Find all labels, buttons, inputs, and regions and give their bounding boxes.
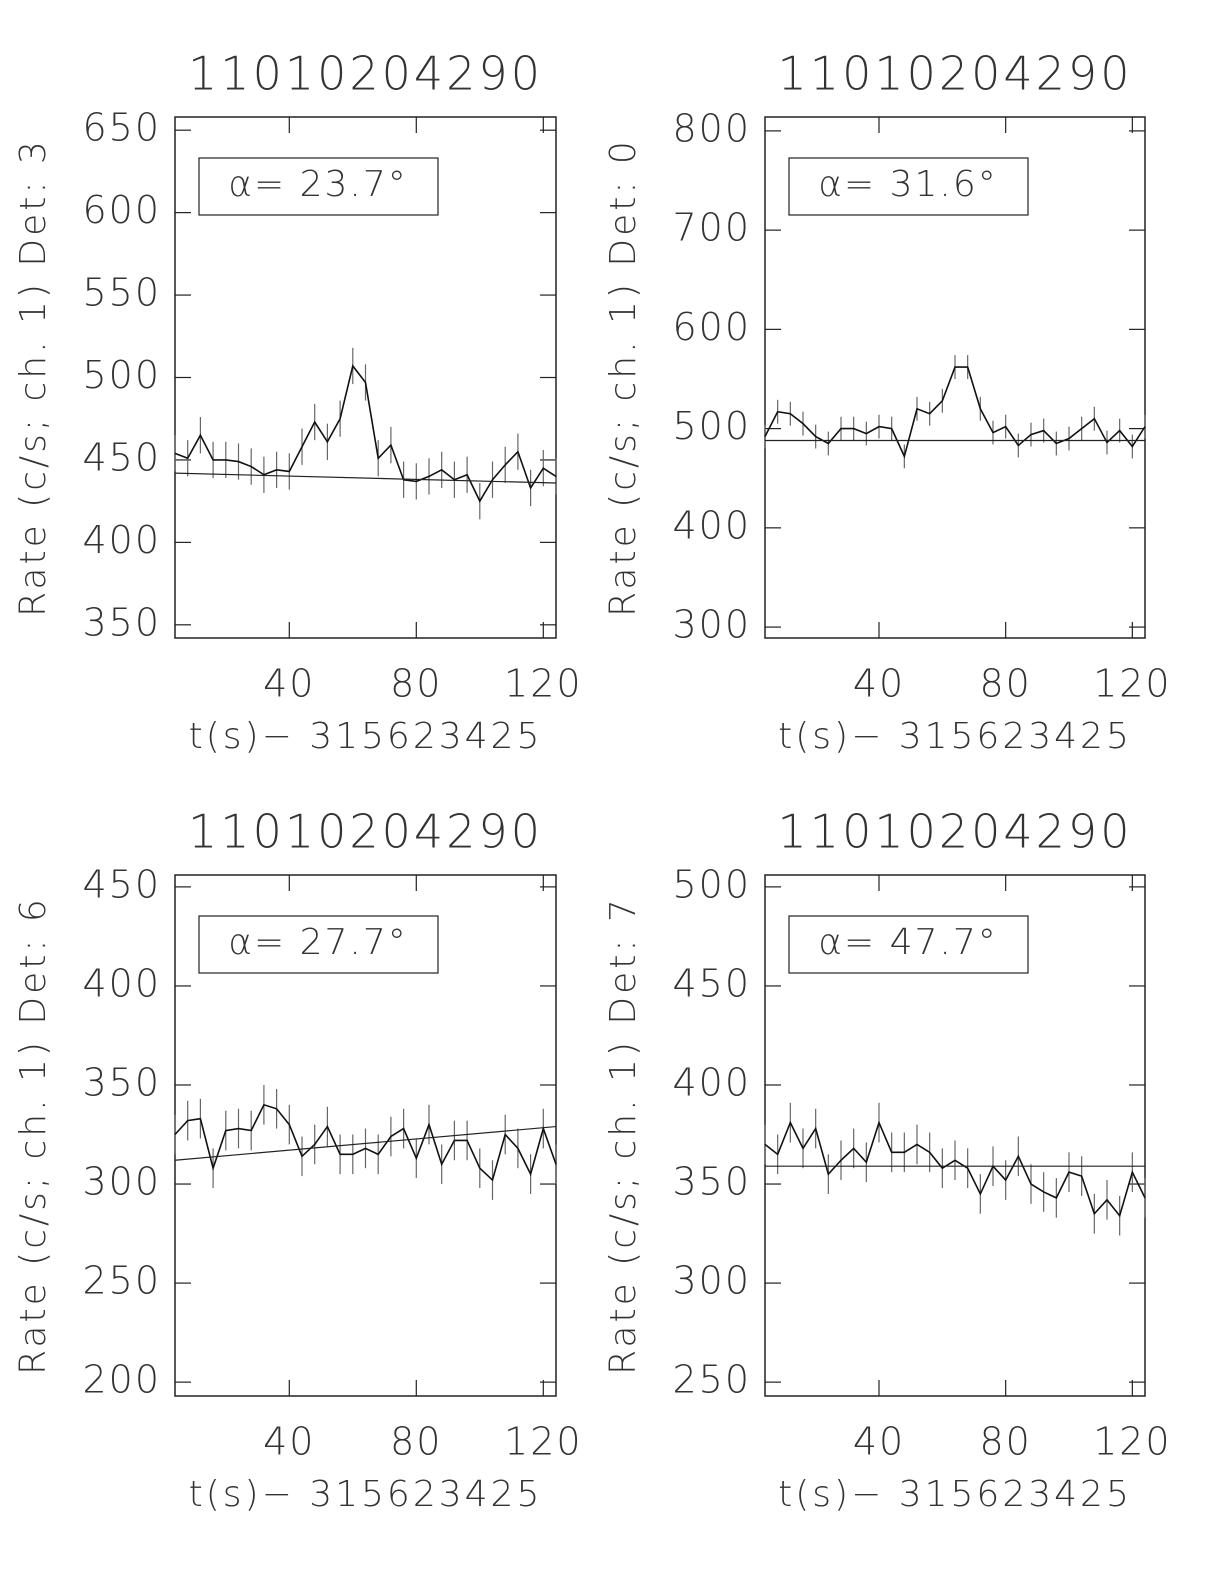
y-tick-label: 200 [82, 1358, 161, 1402]
x-axis-label: t(s)− 315623425 [778, 1474, 1132, 1515]
chart-title: 11010204290 [188, 47, 543, 101]
y-tick-label: 550 [82, 271, 161, 315]
annotation-box [198, 915, 439, 974]
annotation: α= 31.6° [818, 164, 998, 205]
x-tick-label: 120 [1093, 662, 1172, 706]
y-tick-label: 500 [672, 862, 751, 906]
data-line [764, 366, 1146, 459]
chart-title: 11010204290 [188, 805, 543, 859]
y-tick-label: 250 [672, 1358, 751, 1402]
y-tick-label: 400 [82, 961, 161, 1005]
x-tick-label: 40 [263, 1420, 315, 1464]
y-axis-label: Rate (c/s; ch. 1) Det: 6 [13, 896, 54, 1375]
y-tick-label: 300 [82, 1160, 161, 1204]
x-tick-label: 40 [263, 662, 315, 706]
y-tick-label: 400 [82, 518, 161, 562]
fit-line [174, 1125, 557, 1161]
y-tick-label: 250 [82, 1259, 161, 1303]
annotation-box [788, 157, 1029, 216]
y-tick-label: 650 [82, 106, 161, 150]
y-tick-label: 350 [82, 600, 161, 644]
y-tick-label: 450 [82, 862, 161, 906]
chart-title: 11010204290 [778, 805, 1133, 859]
x-axis-label: t(s)− 315623425 [778, 716, 1132, 757]
fit-line [174, 472, 557, 484]
y-axis-label: Rate (c/s; ch. 1) Det: 0 [603, 138, 644, 617]
y-tick-label: 500 [82, 353, 161, 397]
y-axis-label: Rate (c/s; ch. 1) Det: 7 [603, 896, 644, 1375]
x-tick-label: 80 [390, 1420, 442, 1464]
y-tick-label: 450 [672, 961, 751, 1005]
plot-frame [764, 116, 1146, 639]
y-tick-label: 400 [672, 1060, 751, 1104]
x-tick-label: 40 [853, 1420, 905, 1464]
y-tick-label: 300 [672, 603, 751, 647]
chart-title: 11010204290 [778, 47, 1133, 101]
x-tick-label: 120 [504, 662, 583, 706]
y-axis-label: Rate (c/s; ch. 1) Det: 3 [13, 138, 54, 617]
data-line [174, 364, 557, 503]
y-tick-label: 350 [672, 1160, 751, 1204]
x-tick-label: 80 [979, 1420, 1031, 1464]
x-tick-label: 80 [390, 662, 442, 706]
x-tick-label: 120 [1093, 1420, 1172, 1464]
annotation: α= 23.7° [228, 164, 408, 205]
data-line [174, 1103, 557, 1182]
x-tick-label: 80 [979, 662, 1031, 706]
y-tick-label: 450 [82, 435, 161, 479]
y-tick-label: 600 [82, 188, 161, 232]
y-tick-label: 700 [672, 206, 751, 250]
annotation: α= 27.7° [228, 922, 408, 963]
y-tick-label: 350 [82, 1060, 161, 1104]
x-tick-label: 40 [853, 662, 905, 706]
annotation-box [198, 157, 439, 216]
x-tick-label: 120 [504, 1420, 583, 1464]
x-axis-label: t(s)− 315623425 [189, 716, 543, 757]
y-tick-label: 300 [672, 1259, 751, 1303]
data-line [764, 1120, 1146, 1218]
y-tick-label: 500 [672, 404, 751, 448]
y-tick-label: 800 [672, 106, 751, 150]
annotation-box [788, 915, 1029, 974]
y-tick-label: 600 [672, 305, 751, 349]
annotation: α= 47.7° [818, 922, 998, 963]
y-tick-label: 400 [672, 503, 751, 547]
x-axis-label: t(s)− 315623425 [189, 1474, 543, 1515]
